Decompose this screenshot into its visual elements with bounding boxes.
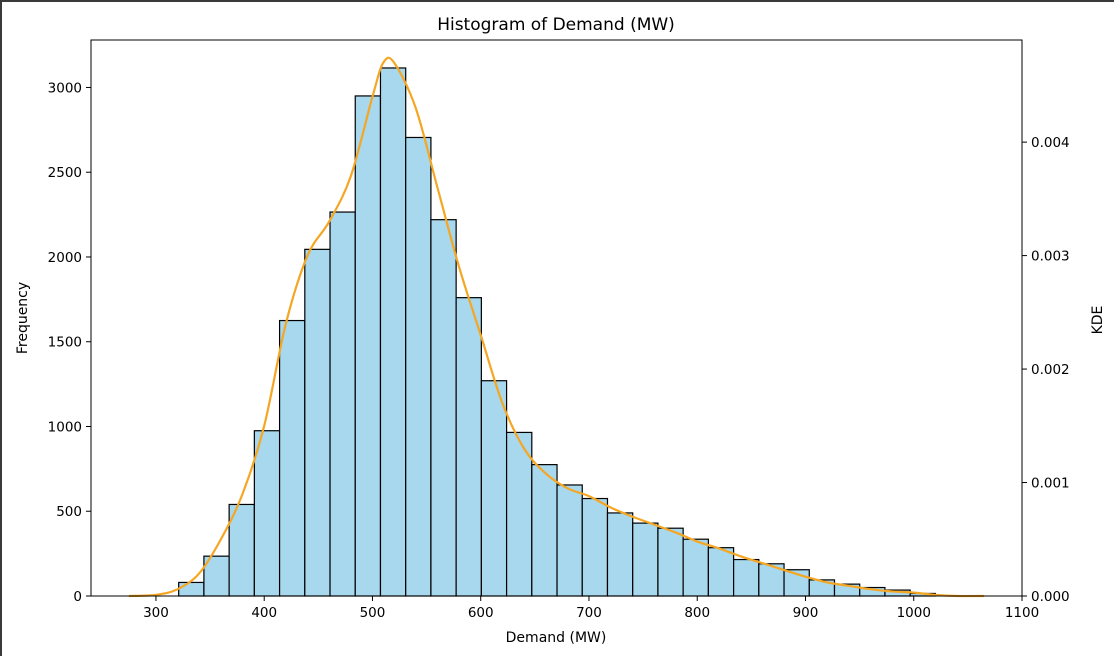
y-axis-label: Frequency [15, 282, 31, 354]
y-tick-label: 2500 [48, 165, 82, 181]
y2-tick-label: 0.000 [1031, 589, 1070, 605]
histogram-bar [430, 219, 457, 597]
histogram-bar [354, 95, 382, 597]
x-tick-label: 400 [251, 605, 277, 621]
histogram-bar [178, 581, 205, 597]
histogram-bar [682, 538, 709, 597]
x-tick-label: 500 [360, 605, 386, 621]
histogram-bar [304, 248, 331, 597]
y-tick-label: 2000 [48, 250, 82, 266]
histogram-bar [505, 431, 533, 597]
histogram-bar [606, 512, 634, 597]
histogram-bar [278, 319, 306, 597]
x-tick-label: 700 [576, 605, 602, 621]
y2-axis-label: KDE [1090, 306, 1106, 335]
x-tick-label: 600 [468, 605, 494, 621]
y2-axis-ticks: 0.000 0.001 0.002 0.003 0.004 [1022, 135, 1070, 605]
histogram-bar [632, 522, 659, 597]
y-tick-label: 1000 [48, 419, 82, 435]
histogram-bar [329, 211, 356, 597]
histogram-bar [657, 527, 684, 597]
histogram-bar [480, 380, 508, 597]
x-tick-label: 800 [684, 605, 710, 621]
y2-tick-label: 0.002 [1031, 362, 1070, 378]
histogram-bar [556, 484, 583, 597]
y-axis-ticks: 0 500 1000 1500 2000 2500 3000 [48, 80, 91, 605]
histogram-bars [178, 67, 936, 597]
kde-curve [128, 56, 985, 598]
histogram-bar [405, 136, 432, 597]
y-tick-label: 500 [56, 504, 82, 520]
histogram-bar [455, 297, 482, 597]
chart-title: Histogram of Demand (MW) [437, 15, 675, 35]
y2-tick-label: 0.003 [1031, 249, 1070, 265]
x-axis-label: Demand (MW) [506, 630, 607, 646]
y-tick-label: 1500 [48, 335, 82, 351]
y-tick-label: 3000 [48, 80, 82, 96]
histogram-bar [253, 430, 281, 597]
x-tick-label: 900 [793, 605, 819, 621]
histogram-bar [707, 547, 735, 597]
x-tick-label: 300 [143, 605, 169, 621]
histogram-bar [379, 67, 407, 597]
y2-tick-label: 0.001 [1031, 476, 1070, 492]
y-tick-label: 0 [73, 589, 82, 605]
histogram-bar [733, 558, 760, 597]
plot-area-border [90, 39, 1023, 597]
x-tick-label: 1000 [897, 605, 931, 621]
x-axis-ticks: 300 400 500 600 700 800 900 1000 1100 [143, 596, 1039, 621]
histogram-bar [228, 503, 255, 597]
histogram-bar [531, 464, 558, 597]
x-tick-label: 1100 [1005, 605, 1039, 621]
histogram-bar [581, 497, 609, 597]
y2-tick-label: 0.004 [1031, 135, 1070, 151]
